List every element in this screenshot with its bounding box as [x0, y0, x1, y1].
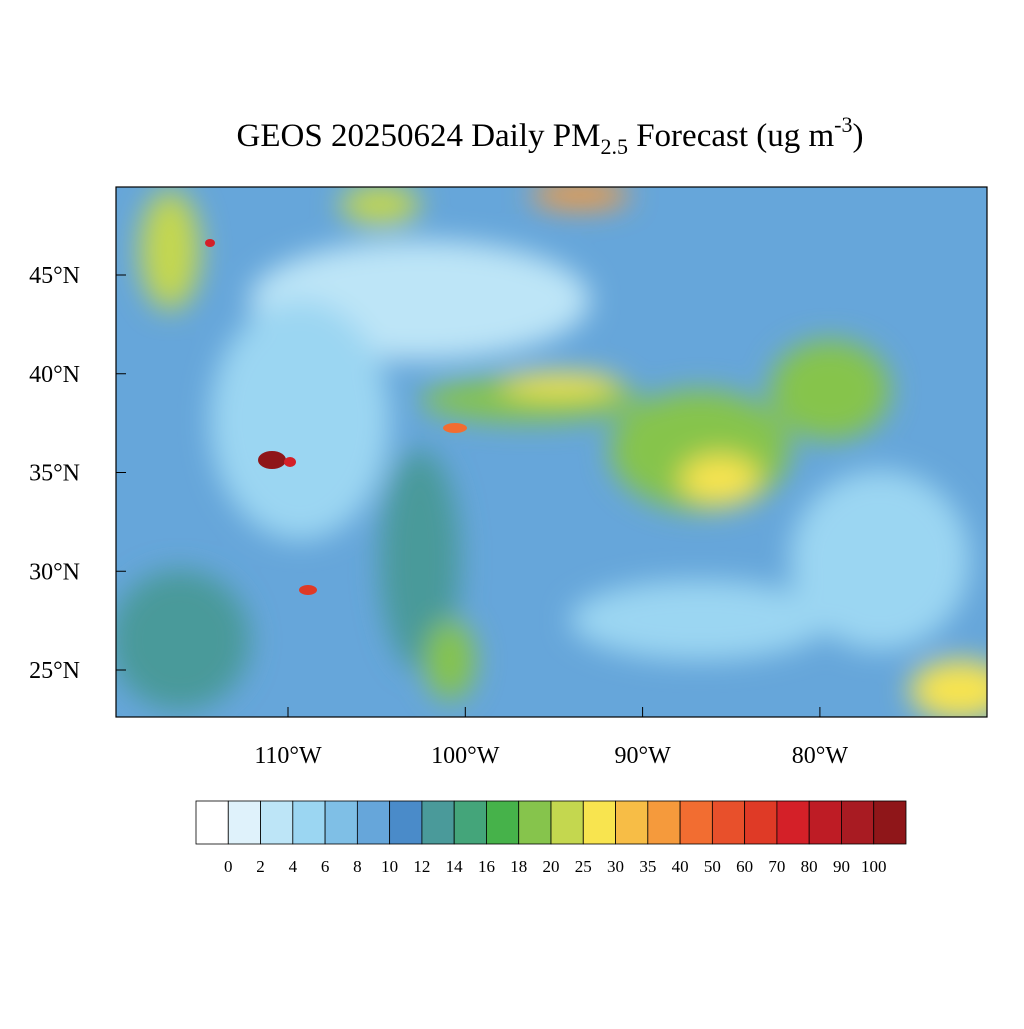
map-frame: [115, 186, 988, 718]
colorbar-box: [841, 800, 875, 845]
colorbar-label: 80: [801, 857, 818, 876]
colorbar-box: [227, 800, 261, 845]
title-sup: -3: [834, 112, 852, 137]
colorbar-label: 10: [381, 857, 398, 876]
colorbar-box: [195, 800, 229, 845]
colorbar-box: [389, 800, 423, 845]
colorbar-label: 0: [224, 857, 233, 876]
colorbar-box: [776, 800, 810, 845]
colorbar-label: 100: [861, 857, 887, 876]
title-main: GEOS 20250624 Daily PM: [237, 118, 601, 154]
colorbar-box: [744, 800, 778, 845]
colorbar-box: [550, 800, 584, 845]
colorbar-label: 35: [639, 857, 656, 876]
colorbar-box: [356, 800, 391, 845]
lat-label: 35°N: [29, 461, 80, 487]
title-sub: 2.5: [600, 134, 628, 159]
colorbar-label: 18: [510, 857, 527, 876]
title: GEOS 20250624 Daily PM2.5 Forecast (ug m…: [237, 112, 864, 159]
colorbar-label: 12: [413, 857, 430, 876]
lon-label: 110°W: [254, 743, 322, 769]
colorbar-box: [808, 800, 842, 845]
colorbar-box: [260, 800, 294, 845]
colorbar-label: 60: [736, 857, 753, 876]
colorbar-box: [647, 800, 681, 845]
colorbar-label: 40: [672, 857, 689, 876]
map-field: [116, 187, 987, 717]
lat-label: 25°N: [29, 658, 80, 684]
colorbar-box: [615, 800, 649, 845]
colorbar-label: 70: [768, 857, 785, 876]
colorbar-box: [453, 800, 487, 845]
lon-label: 90°W: [614, 743, 671, 769]
colorbar-label: 90: [833, 857, 850, 876]
lat-label: 40°N: [29, 362, 80, 388]
colorbar-label: 20: [543, 857, 560, 876]
title-end: ): [852, 118, 863, 154]
colorbar-box: [518, 800, 552, 845]
colorbar-label: 4: [289, 857, 298, 876]
title-rest: Forecast (ug m: [628, 118, 835, 154]
colorbar-label: 6: [321, 857, 330, 876]
colorbar-box: [486, 800, 520, 845]
colorbar-label: 14: [446, 857, 464, 876]
lat-label: 45°N: [29, 263, 80, 289]
lon-label: 80°W: [792, 743, 849, 769]
axes: 25°N 30°N 35°N 40°N 45°N 110°W 100°W 90°W 80°W: [29, 263, 848, 769]
colorbar-label: 8: [353, 857, 362, 876]
colorbar-label: 25: [575, 857, 592, 876]
colorbar-box: [324, 800, 358, 845]
lat-label: 30°N: [29, 559, 80, 585]
colorbar-label: 30: [607, 857, 624, 876]
colorbar-box: [679, 800, 713, 845]
colorbar-box: [873, 800, 907, 845]
colorbar-box: [582, 800, 616, 845]
lon-label: 100°W: [431, 743, 500, 769]
colorbar-box: [421, 800, 455, 845]
colorbar-box: [711, 800, 746, 845]
colorbar-label: 2: [256, 857, 265, 876]
colorbar-label: 16: [478, 857, 495, 876]
colorbar-box: [292, 800, 326, 845]
colorbar: 0 2 4 6 8 10 12 14 16 18 20 25 30 35 40 50 60 70 80 90 100: [195, 800, 907, 876]
colorbar-label: 50: [704, 857, 721, 876]
